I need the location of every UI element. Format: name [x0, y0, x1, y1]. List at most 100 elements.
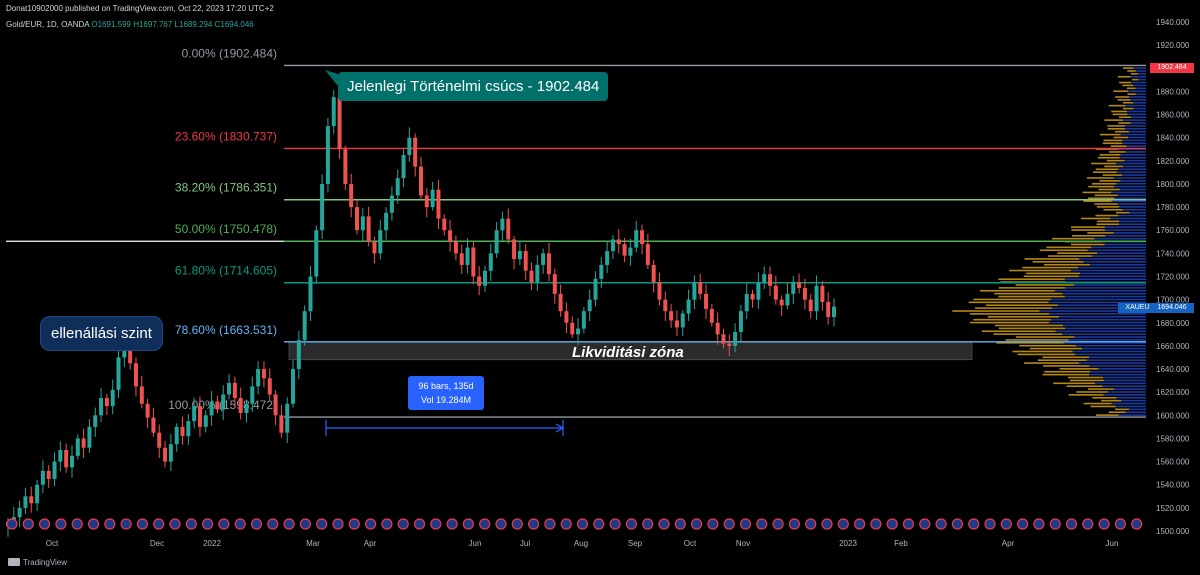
volume-profile-bar [1072, 350, 1146, 353]
volume-profile-bar [1074, 336, 1146, 338]
volume-profile-bar [1083, 200, 1112, 202]
event-icon [1065, 518, 1078, 530]
volume-profile-bar [1121, 399, 1146, 402]
candle-body [261, 369, 266, 379]
volume-profile-bar [1068, 394, 1104, 396]
volume-profile-bar [1068, 339, 1146, 341]
volume-profile-bar [1058, 315, 1146, 318]
volume-profile-bar [1086, 359, 1146, 361]
candle-body [413, 137, 418, 167]
volume-profile-bar [1065, 287, 1146, 289]
candle-body [227, 382, 232, 395]
event-icon [169, 518, 181, 530]
volume-profile-bar [1096, 414, 1119, 416]
candle-body [250, 386, 255, 404]
candle-body [704, 293, 709, 309]
volume-profile-bar [1120, 180, 1146, 182]
volume-profile-bar [998, 278, 1065, 280]
volume-profile-bar [1111, 200, 1146, 202]
volume-profile-bar [1117, 99, 1131, 101]
candle-body [628, 247, 633, 256]
candle-body [401, 155, 406, 179]
price-tick-label: 1700.000 [1156, 296, 1190, 305]
event-icon [560, 518, 572, 530]
event-icon [1049, 518, 1061, 530]
volume-profile-bar [1019, 344, 1077, 347]
volume-profile-bar [1106, 159, 1125, 162]
volume-profile-bar [1133, 101, 1146, 104]
candle-body [727, 343, 732, 346]
candle-body [157, 432, 162, 448]
candle-body [645, 244, 650, 265]
resistance-callout: ellenállási szint [40, 316, 163, 351]
footer-brand[interactable]: TradingView [8, 558, 67, 567]
event-icon [609, 518, 621, 530]
price-tick-label: 1800.000 [1156, 180, 1190, 189]
candle-body [832, 306, 836, 317]
volume-profile-bar [1095, 168, 1119, 171]
candle-body [546, 253, 551, 275]
volume-profile-bar [1122, 101, 1134, 104]
candle-body [692, 282, 697, 300]
candle-body [756, 282, 761, 300]
candle-body [64, 450, 69, 468]
volume-profile-bar [1093, 171, 1117, 173]
volume-profile-bar [1115, 405, 1146, 408]
event-icon [120, 518, 132, 530]
event-icon [511, 518, 523, 530]
volume-profile-bar [1118, 414, 1146, 416]
candle-body [616, 239, 621, 245]
volume-profile-bar [1118, 206, 1146, 208]
last-price-tag: 1694.046 [1150, 303, 1194, 313]
candle-body [587, 299, 592, 312]
event-icon [902, 518, 915, 530]
volume-profile-bar [973, 318, 1051, 321]
volume-profile-bar [1132, 78, 1139, 81]
volume-profile-bar [1052, 237, 1095, 240]
volume-profile-bar [1135, 93, 1146, 95]
volume-profile-bar [1115, 96, 1130, 98]
event-icon [267, 518, 279, 530]
volume-profile-bar [973, 298, 1052, 301]
event-icon [1000, 518, 1012, 530]
volume-profile-bar [1135, 70, 1146, 72]
event-icon [593, 518, 605, 530]
event-icon [658, 518, 670, 530]
volume-profile-bar [1089, 365, 1146, 367]
volume-profile-bar [1063, 342, 1146, 344]
volume-profile-bar [1095, 214, 1119, 217]
volume-profile-bar [1005, 339, 1069, 341]
candle-body [523, 251, 528, 271]
volume-profile-bar [985, 304, 1058, 307]
candle-body [773, 285, 778, 300]
candle-body [581, 311, 586, 329]
volume-profile-bar [1083, 402, 1112, 405]
candle-body [715, 322, 720, 335]
volume-profile-bar [1096, 223, 1119, 226]
candle-body [657, 282, 662, 300]
volume-profile-bar [1120, 133, 1146, 136]
volume-profile-bar [1126, 145, 1146, 147]
ath-price-tag: 1902.484 [1150, 63, 1194, 73]
candle-body [69, 455, 74, 468]
volume-profile-bar [1116, 211, 1130, 214]
volume-profile-bar [1118, 116, 1132, 119]
candle-body [355, 207, 360, 231]
volume-profile-bar [1090, 405, 1116, 408]
price-tick-label: 1780.000 [1156, 203, 1190, 212]
event-icon [805, 518, 817, 530]
range-bars: 96 bars, 135d [418, 381, 474, 391]
volume-profile-bar [1024, 258, 1080, 260]
candle-body [430, 189, 435, 208]
volume-profile-bar [1111, 191, 1146, 194]
volume-profile-bar [1048, 255, 1093, 257]
candle-body [87, 426, 92, 448]
candle-body [52, 461, 57, 479]
candle-body [186, 421, 191, 437]
volume-profile-bar [1123, 67, 1134, 69]
candle-body [145, 403, 150, 418]
volume-profile-bar [1089, 356, 1146, 359]
volume-profile-bar [1076, 391, 1108, 393]
volume-profile-bar [1110, 217, 1146, 220]
